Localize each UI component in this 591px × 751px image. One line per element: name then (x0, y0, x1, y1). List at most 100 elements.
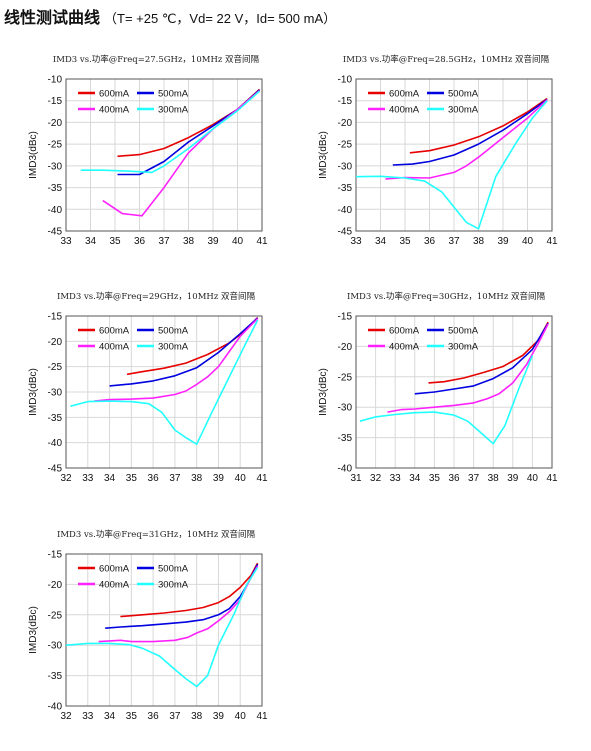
y-tick-label: -40 (48, 702, 63, 713)
x-tick-label: 40 (235, 711, 247, 722)
page-title: 线性测试曲线 (4, 8, 101, 27)
y-tick-label: -40 (338, 464, 353, 475)
x-tick-label: 39 (213, 473, 225, 484)
legend-label: 500mA (448, 326, 479, 337)
series-line-300mA (65, 566, 259, 688)
plot-frame (355, 315, 553, 469)
y-tick-label: -15 (48, 96, 63, 107)
x-tick-label: 37 (158, 236, 170, 247)
legend-label: 300mA (158, 580, 189, 591)
chart-title: IMD3 vs.功率@Freq=30GHz，10MHz 双音间隔 (347, 291, 546, 302)
y-tick-label: -45 (338, 227, 353, 238)
x-tick-label: 40 (527, 473, 539, 484)
x-tick-label: 38 (488, 473, 500, 484)
chart-title: IMD3 vs.功率@Freq=31GHz，10MHz 双音间隔 (57, 529, 256, 540)
chart-title: IMD3 vs.功率@Freq=27.5GHz，10MHz 双音间隔 (53, 54, 260, 65)
series-line-400mA (387, 323, 549, 413)
legend-label: 500mA (158, 89, 189, 100)
y-axis-label: IMD3(dBc) (28, 131, 39, 179)
series-line-300mA (80, 90, 261, 174)
y-tick-label: -20 (48, 337, 63, 348)
x-tick-label: 38 (191, 711, 203, 722)
legend-label: 400mA (389, 105, 420, 116)
plot-frame (355, 78, 553, 232)
legend-label: 500mA (158, 326, 189, 337)
x-tick-label: 31 (350, 473, 362, 484)
series-line-400mA (102, 90, 261, 217)
y-tick-label: -20 (48, 580, 63, 591)
x-tick-label: 39 (507, 473, 519, 484)
y-axis-label: IMD3(dBc) (28, 368, 39, 416)
x-tick-label: 35 (109, 236, 121, 247)
x-tick-label: 41 (256, 711, 268, 722)
x-tick-label: 39 (207, 236, 219, 247)
plot-frame (65, 78, 263, 232)
chart-30ghz: IMD3 vs.功率@Freq=30GHz，10MHz 双音间隔 31 32 33 34… (318, 291, 558, 484)
x-tick-label: 37 (468, 473, 480, 484)
page-heading: 线性测试曲线 （T= +25 ℃，Vd= 22 V，Id= 500 mA） (4, 4, 336, 32)
x-tick-label: 34 (375, 236, 387, 247)
y-tick-label: -25 (48, 610, 63, 621)
y-tick-label: -20 (48, 118, 63, 129)
x-tick-label: 33 (390, 473, 402, 484)
legend-label: 400mA (99, 580, 130, 591)
y-tick-label: -45 (48, 464, 63, 475)
y-tick-label: -40 (338, 205, 353, 216)
x-tick-label: 39 (497, 236, 509, 247)
y-tick-label: -20 (338, 118, 353, 129)
y-tick-label: -10 (338, 75, 353, 86)
legend-label: 600mA (99, 89, 130, 100)
legend-label: 600mA (99, 564, 130, 575)
y-tick-label: -10 (48, 75, 63, 86)
x-tick-label: 38 (473, 236, 485, 247)
y-tick-label: -35 (338, 183, 353, 194)
x-tick-label: 35 (399, 236, 411, 247)
y-tick-label: -45 (48, 227, 63, 238)
y-tick-label: -35 (48, 671, 63, 682)
series-line-400mA (98, 565, 259, 643)
series-line-600mA (126, 316, 259, 376)
y-tick-label: -30 (338, 161, 353, 172)
x-tick-label: 37 (448, 236, 460, 247)
x-tick-label: 34 (104, 711, 116, 722)
y-tick-label: -25 (338, 372, 353, 383)
x-tick-label: 33 (82, 711, 94, 722)
x-tick-label: 32 (60, 711, 72, 722)
y-tick-label: -40 (48, 205, 63, 216)
y-tick-label: -35 (48, 413, 63, 424)
x-tick-label: 34 (104, 473, 116, 484)
chart-31ghz: IMD3 vs.功率@Freq=31GHz，10MHz 双音间隔 32 33 34 35… (28, 529, 268, 722)
x-tick-label: 35 (126, 711, 138, 722)
x-tick-label: 37 (169, 711, 181, 722)
series-line-600mA (409, 97, 548, 154)
x-tick-label: 36 (448, 473, 460, 484)
legend-label: 600mA (99, 326, 130, 337)
y-tick-label: -40 (48, 438, 63, 449)
x-tick-label: 33 (350, 236, 362, 247)
x-tick-label: 34 (409, 473, 421, 484)
chart-title: IMD3 vs.功率@Freq=29GHz，10MHz 双音间隔 (57, 291, 256, 302)
y-tick-label: -35 (338, 433, 353, 444)
legend-label: 500mA (158, 564, 189, 575)
y-tick-label: -30 (48, 161, 63, 172)
y-tick-label: -15 (338, 312, 353, 323)
x-tick-label: 37 (169, 473, 181, 484)
series-line-500mA (392, 98, 548, 166)
plot-frame (65, 315, 263, 469)
series-line-400mA (385, 99, 548, 180)
x-tick-label: 40 (522, 236, 534, 247)
x-tick-label: 38 (191, 473, 203, 484)
y-tick-label: -30 (48, 641, 63, 652)
legend-label: 300mA (448, 342, 479, 353)
legend-label: 400mA (389, 342, 420, 353)
y-tick-label: -25 (48, 140, 63, 151)
chart-title: IMD3 vs.功率@Freq=28.5GHz，10MHz 双音间隔 (343, 54, 550, 65)
x-tick-label: 38 (183, 236, 195, 247)
legend-label: 300mA (158, 342, 189, 353)
x-tick-label: 33 (82, 473, 94, 484)
legend-label: 400mA (99, 105, 130, 116)
x-tick-label: 36 (134, 236, 146, 247)
series-line-400mA (94, 317, 259, 402)
plot-area (66, 554, 262, 706)
x-tick-label: 39 (213, 711, 225, 722)
